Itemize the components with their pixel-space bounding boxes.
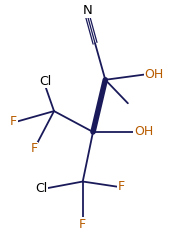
Text: OH: OH [144,68,163,81]
Text: F: F [118,180,125,193]
Text: F: F [79,218,86,231]
Text: Cl: Cl [40,75,52,88]
Text: N: N [83,4,93,17]
Text: F: F [10,115,17,128]
Text: N: N [83,4,93,17]
Text: OH: OH [134,125,153,138]
Text: Cl: Cl [36,182,48,195]
Text: F: F [31,142,38,155]
